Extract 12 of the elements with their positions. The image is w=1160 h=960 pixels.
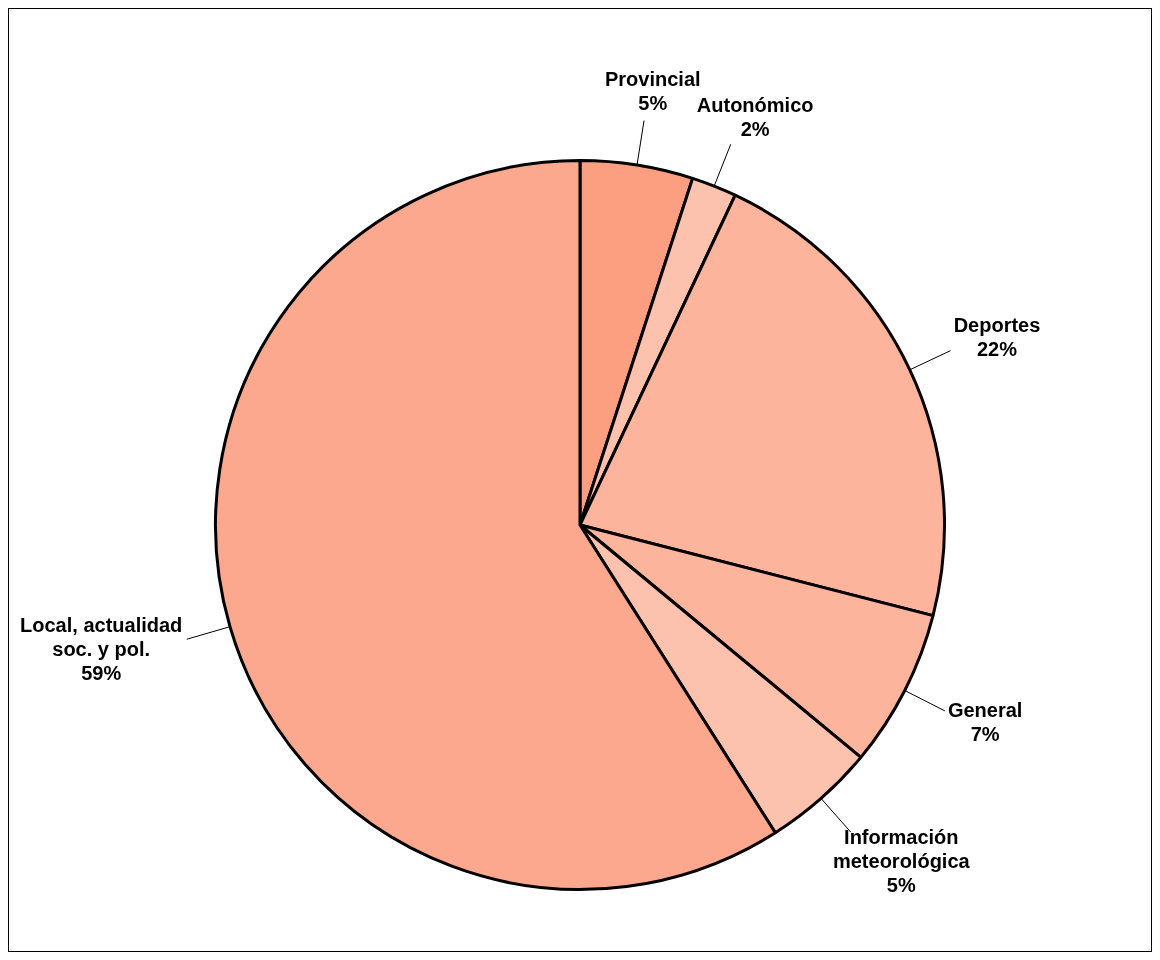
slice-label: Información meteorológica bbox=[832, 825, 971, 872]
slice-label: Autonómico bbox=[696, 93, 814, 116]
slice-label: Provincial bbox=[604, 68, 701, 91]
data-label: 5% bbox=[886, 873, 916, 896]
data-label: 7% bbox=[970, 723, 1000, 746]
data-label: 22% bbox=[976, 338, 1018, 361]
slice-label: Deportes bbox=[953, 314, 1041, 337]
slice-label: General bbox=[947, 699, 1023, 722]
data-label: 5% bbox=[638, 92, 668, 115]
slice-label: Local, actualidad soc. y pol. bbox=[20, 613, 183, 660]
data-label: 2% bbox=[740, 117, 770, 140]
data-label: 59% bbox=[81, 661, 122, 684]
